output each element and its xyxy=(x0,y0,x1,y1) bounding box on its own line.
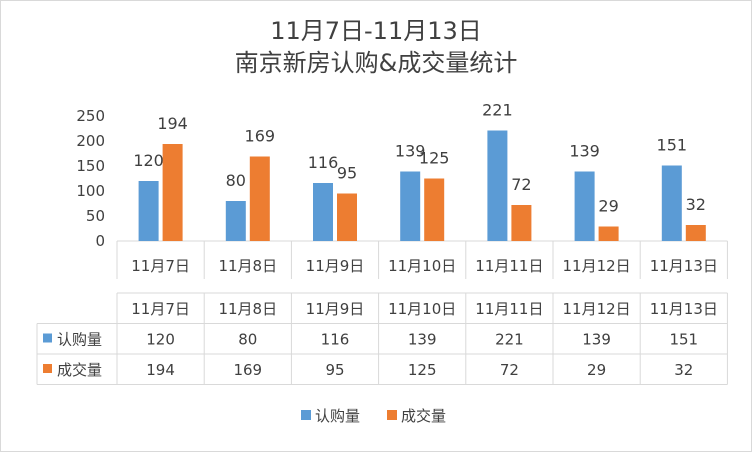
table-cell-0-6: 151 xyxy=(669,331,698,349)
y-tick-label-3: 150 xyxy=(76,157,105,175)
table-header-5: 11月12日 xyxy=(563,300,631,318)
table-cell-1-1: 169 xyxy=(233,361,262,379)
legend-key-1 xyxy=(387,410,397,420)
table-legend-key-1 xyxy=(43,364,52,373)
table-cell-0-5: 139 xyxy=(582,331,611,349)
chart-title: 11月7日-11月13日 南京新房认购&成交量统计 xyxy=(1,15,751,79)
table-cell-0-2: 116 xyxy=(321,331,350,349)
table-header-1: 11月8日 xyxy=(218,300,277,318)
data-label-deal-3: 125 xyxy=(419,149,450,168)
x-tick-label-6: 11月13日 xyxy=(650,257,718,275)
table-header-2: 11月9日 xyxy=(306,300,365,318)
y-tick-label-5: 250 xyxy=(76,107,105,125)
data-label-deal-4: 72 xyxy=(511,175,531,194)
chart-title-line-2: 南京新房认购&成交量统计 xyxy=(234,49,518,77)
bar-subscription-6 xyxy=(661,165,682,241)
y-tick-label-2: 100 xyxy=(76,182,105,200)
bar-deal-0 xyxy=(162,144,183,241)
legend-label-1: 成交量 xyxy=(401,407,446,425)
data-label-subscription-0: 120 xyxy=(133,151,164,170)
bar-subscription-5 xyxy=(574,171,595,241)
data-label-subscription-1: 80 xyxy=(226,171,246,190)
table-cell-0-4: 221 xyxy=(495,331,524,349)
table-legend-key-0 xyxy=(43,333,52,343)
data-label-deal-5: 29 xyxy=(598,197,618,216)
table-cell-1-4: 72 xyxy=(500,361,519,379)
table-cell-1-2: 95 xyxy=(325,361,344,379)
table-cell-0-0: 120 xyxy=(146,331,175,349)
table-cell-0-3: 139 xyxy=(408,331,437,349)
x-tick-label-5: 11月12日 xyxy=(563,257,631,275)
bar-deal-5 xyxy=(598,226,619,241)
table-cell-0-1: 80 xyxy=(238,331,257,349)
data-label-subscription-3: 139 xyxy=(395,142,426,161)
table-header-4: 11月11日 xyxy=(475,300,543,318)
table-cell-1-5: 29 xyxy=(587,361,606,379)
bar-deal-4 xyxy=(511,205,532,241)
data-label-deal-1: 169 xyxy=(245,127,276,146)
data-label-deal-0: 194 xyxy=(157,114,188,133)
y-tick-label-4: 200 xyxy=(76,132,105,150)
x-tick-label-3: 11月10日 xyxy=(388,257,456,275)
x-tick-label-2: 11月9日 xyxy=(306,257,365,275)
x-tick-label-1: 11月8日 xyxy=(218,257,277,275)
data-label-subscription-2: 116 xyxy=(308,153,339,172)
y-tick-label-0: 0 xyxy=(95,232,105,250)
table-header-0: 11月7日 xyxy=(131,300,190,318)
bar-deal-1 xyxy=(249,156,270,241)
bar-deal-2 xyxy=(337,193,357,241)
table-cell-1-3: 125 xyxy=(408,361,437,379)
chart-title-line-1: 11月7日-11月13日 xyxy=(270,17,482,45)
table-cell-1-6: 32 xyxy=(674,361,693,379)
table-series-label-0: 认购量 xyxy=(57,331,102,349)
legend-key-0 xyxy=(301,410,311,420)
bar-subscription-0 xyxy=(138,181,159,241)
table-cell-1-0: 194 xyxy=(146,361,175,379)
data-label-deal-6: 32 xyxy=(686,195,706,214)
bar-subscription-4 xyxy=(487,130,508,241)
legend-label-0: 认购量 xyxy=(315,407,360,425)
x-tick-label-4: 11月11日 xyxy=(475,257,543,275)
bar-deal-3 xyxy=(424,178,445,241)
data-label-subscription-6: 151 xyxy=(657,136,688,155)
x-tick-label-0: 11月7日 xyxy=(131,257,190,275)
y-tick-label-1: 50 xyxy=(86,207,105,225)
data-label-subscription-5: 139 xyxy=(569,142,600,161)
data-label-deal-2: 95 xyxy=(337,164,357,183)
table-header-3: 11月10日 xyxy=(388,300,456,318)
data-label-subscription-4: 221 xyxy=(482,101,513,120)
bar-subscription-3 xyxy=(400,171,421,241)
table-series-label-1: 成交量 xyxy=(57,361,102,379)
bar-subscription-1 xyxy=(225,201,246,241)
bar-subscription-2 xyxy=(313,183,333,241)
table-header-6: 11月13日 xyxy=(650,300,718,318)
bar-deal-6 xyxy=(685,225,706,241)
